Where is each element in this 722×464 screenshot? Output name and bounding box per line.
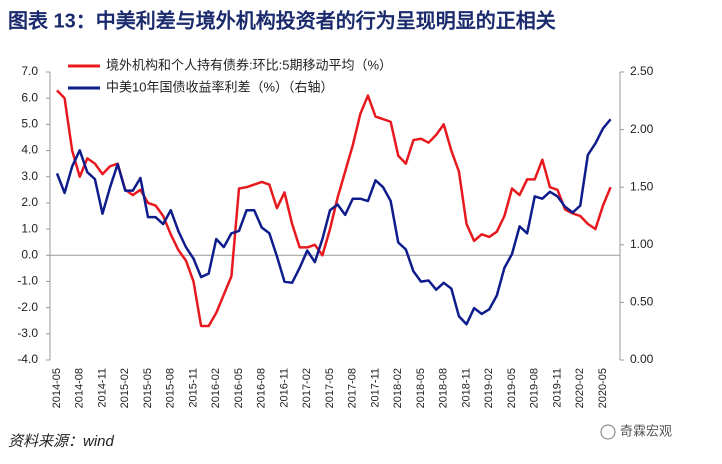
x-tick-label: 2016-08 (256, 368, 268, 408)
x-tick-label: 2017-02 (301, 368, 313, 408)
y-tick-label: 2.0 (21, 195, 38, 209)
y2-tick-label: 2.50 (630, 64, 654, 78)
x-tick-label: 2020-05 (597, 368, 609, 408)
y2-tick-label: 0.00 (630, 352, 654, 366)
x-tick-label: 2014-08 (74, 368, 86, 408)
x-tick-label: 2016-05 (233, 368, 245, 408)
y-tick-label: -3.0 (17, 326, 38, 340)
x-tick-label: 2014-11 (96, 368, 108, 408)
x-tick-label: 2017-08 (347, 368, 359, 408)
x-tick-label: 2019-11 (551, 368, 563, 408)
x-tick-label: 2016-02 (210, 368, 222, 408)
y-tick-label: 3.0 (21, 169, 38, 183)
x-tick-label: 2018-08 (438, 368, 450, 408)
y-tick-label: 6.0 (21, 90, 38, 104)
x-tick-label: 2017-05 (324, 368, 336, 408)
y-tick-label: -2.0 (17, 300, 38, 314)
y-tick-label: 0.0 (21, 247, 38, 261)
y2-tick-label: 2.00 (630, 122, 654, 136)
x-tick-label: 2018-11 (460, 368, 472, 408)
series-line (56, 89, 612, 328)
series-line (55, 118, 612, 326)
y-tick-label: -4.0 (17, 352, 38, 366)
y2-tick-label: 1.50 (630, 179, 654, 193)
y-tick-label: 4.0 (21, 143, 38, 157)
chart-title: 图表 13：中美利差与境外机构投资者的行为呈现明显的正相关 (8, 8, 556, 32)
x-tick-label: 2015-08 (165, 368, 177, 408)
x-tick-label: 2019-05 (506, 368, 518, 408)
y-tick-label: 7.0 (21, 64, 38, 78)
y-tick-label: 1.0 (21, 221, 38, 235)
x-tick-label: 2017-11 (369, 368, 381, 408)
y-tick-label: -1.0 (17, 274, 38, 288)
legend-label: 中美10年国债收益率利差（%）（右轴） (106, 79, 334, 94)
x-tick-label: 2015-02 (119, 368, 131, 408)
x-tick-label: 2014-05 (51, 368, 63, 408)
legend-label: 境外机构和个人持有债券:环比:5期移动平均（%） (106, 57, 392, 72)
source-note: 资料来源：wind (8, 433, 115, 450)
y2-tick-label: 0.50 (630, 295, 654, 309)
watermark-icon (600, 424, 616, 440)
watermark: 奇霖宏观 (620, 423, 672, 438)
x-tick-label: 2019-08 (529, 368, 541, 408)
x-tick-label: 2018-05 (415, 368, 427, 408)
x-tick-label: 2019-02 (483, 368, 495, 408)
x-tick-label: 2016-11 (278, 368, 290, 408)
x-tick-label: 2020-02 (574, 368, 586, 408)
y2-tick-label: 1.00 (630, 237, 654, 251)
x-tick-label: 2015-05 (142, 368, 154, 408)
y-tick-label: 5.0 (21, 117, 38, 131)
x-tick-label: 2015-11 (187, 368, 199, 408)
x-tick-label: 2018-02 (392, 368, 404, 408)
